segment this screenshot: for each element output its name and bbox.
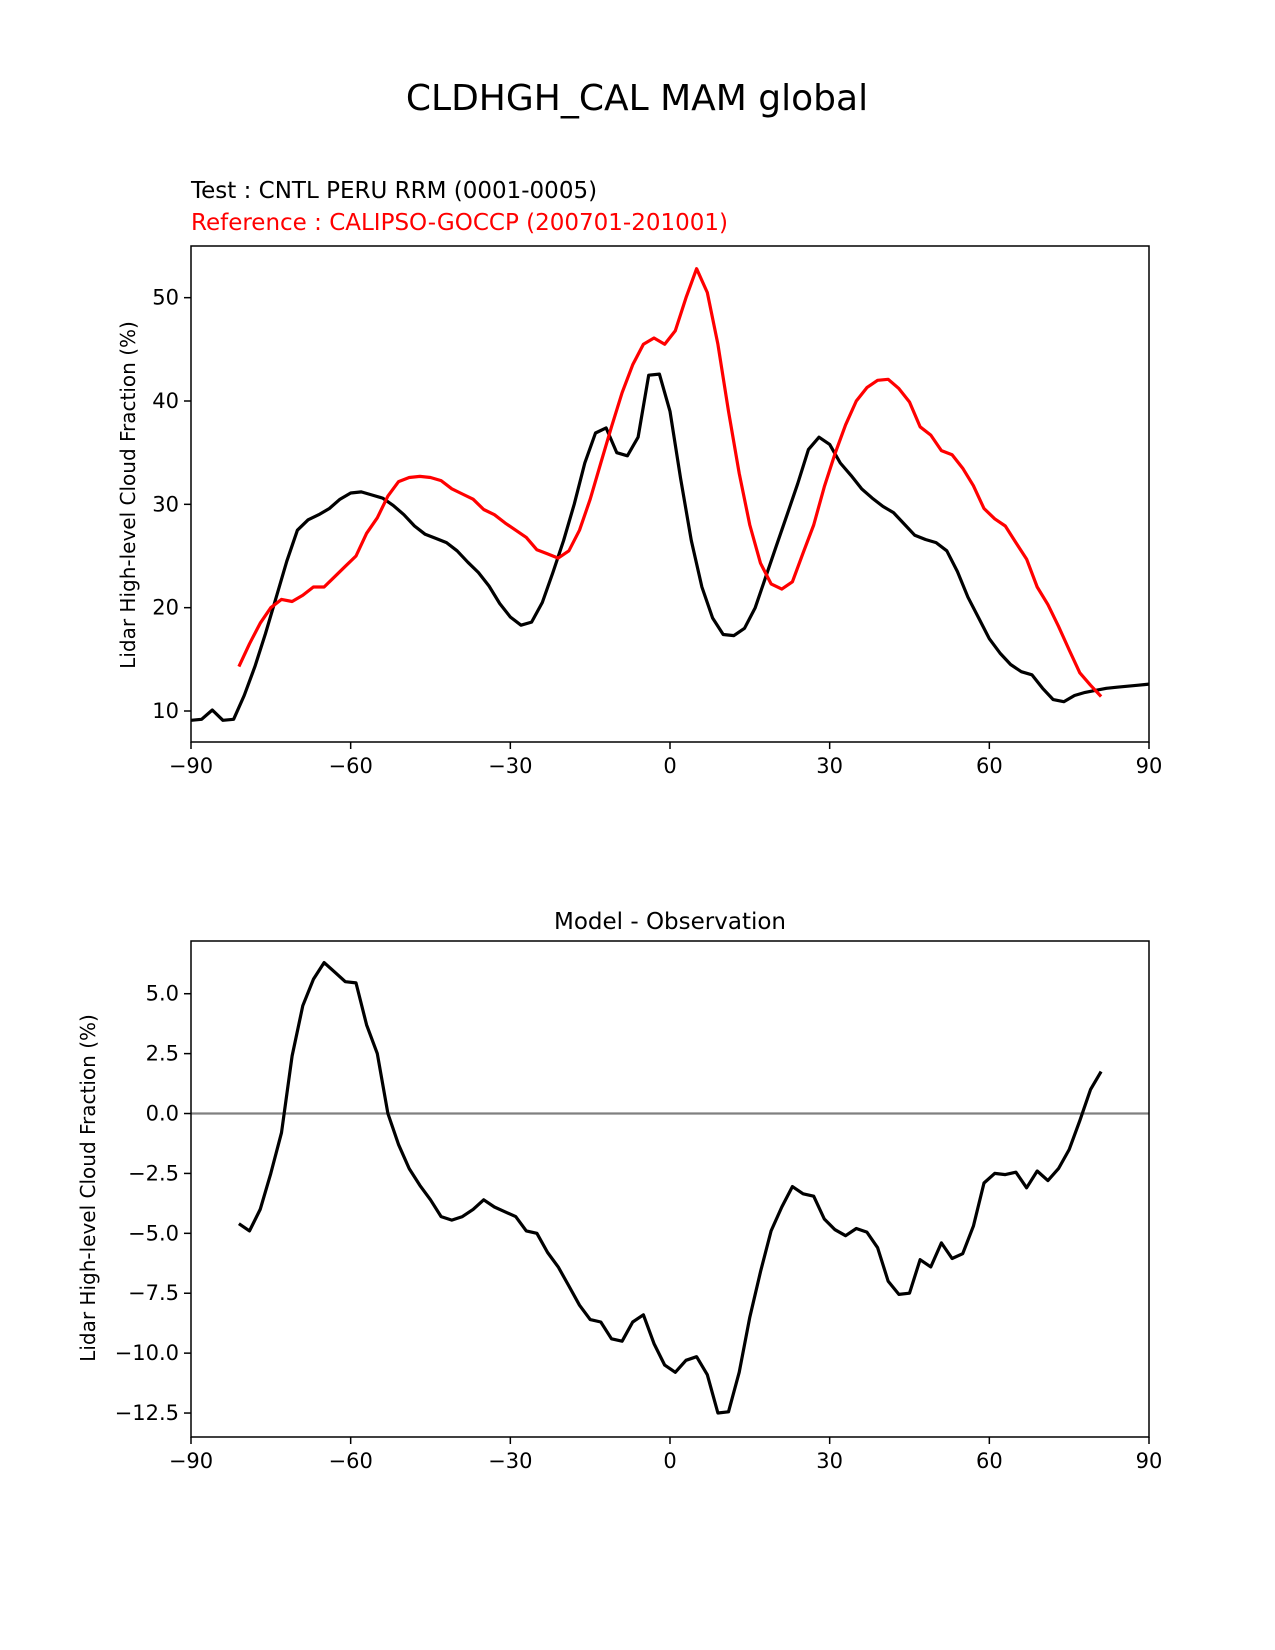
top-x-tick-label: 60	[976, 754, 1003, 778]
bottom-y-axis-label: Lidar High-level Cloud Fraction (%)	[76, 1014, 100, 1362]
reference-label: Reference : CALIPSO-GOCCP (200701-201001…	[191, 210, 728, 236]
bottom-x-tick-label: 0	[663, 1449, 676, 1473]
bottom-y-tick-label: −12.5	[115, 1401, 179, 1425]
top-series-reference-line	[237, 267, 1103, 698]
bottom-x-tick-label: 30	[816, 1449, 843, 1473]
top-x-tick-label: 30	[816, 754, 843, 778]
bottom-series-difference-line	[238, 960, 1103, 1415]
bottom-x-tick-label: 60	[976, 1449, 1003, 1473]
bottom-x-tick-label: −90	[169, 1449, 213, 1473]
bottom-axis-ticks: −90 −60 −30 0 30 60 90 5.0 2.5 0.0 −2.5 −5.0 −7.5 −10…	[115, 982, 1163, 1473]
difference-subtitle: Model - Observation	[554, 909, 786, 935]
bottom-y-tick-label: −7.5	[128, 1281, 179, 1305]
bottom-panel: Model - Observation Lidar High-level Clo…	[76, 909, 1162, 1473]
top-y-tick-label: 10	[152, 699, 179, 723]
bottom-x-tick-label: −30	[488, 1449, 532, 1473]
top-axes-frame	[190, 245, 1150, 743]
top-panel: Test : CNTL PERU RRM (0001-0005) Referen…	[116, 178, 1162, 778]
bottom-y-tick-label: −10.0	[115, 1341, 179, 1365]
top-series	[190, 267, 1150, 722]
top-y-tick-label: 50	[152, 286, 179, 310]
bottom-y-tick-label: 0.0	[146, 1102, 179, 1126]
bottom-x-tick-label: −60	[329, 1449, 373, 1473]
bottom-axes-frame	[190, 940, 1150, 1438]
top-x-tick-label: −90	[169, 754, 213, 778]
bottom-y-tick-label: 5.0	[146, 982, 179, 1006]
top-y-tick-label: 30	[152, 492, 179, 516]
top-y-axis-label: Lidar High-level Cloud Fraction (%)	[116, 321, 140, 669]
figure-title: CLDHGH_CAL MAM global	[406, 78, 868, 119]
top-series-test-line	[190, 372, 1150, 722]
top-x-tick-label: −60	[329, 754, 373, 778]
bottom-y-tick-label: 2.5	[146, 1042, 179, 1066]
bottom-x-tick-label: 90	[1136, 1449, 1163, 1473]
top-x-tick-label: −30	[488, 754, 532, 778]
bottom-y-tick-label: −2.5	[128, 1161, 179, 1185]
top-x-tick-label: 0	[663, 754, 676, 778]
top-y-tick-label: 40	[152, 389, 179, 413]
bottom-series	[191, 960, 1149, 1415]
bottom-y-tick-label: −5.0	[128, 1221, 179, 1245]
test-label: Test : CNTL PERU RRM (0001-0005)	[190, 178, 597, 204]
top-y-tick-label: 20	[152, 596, 179, 620]
top-axis-ticks: −90 −60 −30 0 30 60 90 10 20 30 40 50	[152, 286, 1162, 778]
top-x-tick-label: 90	[1136, 754, 1163, 778]
